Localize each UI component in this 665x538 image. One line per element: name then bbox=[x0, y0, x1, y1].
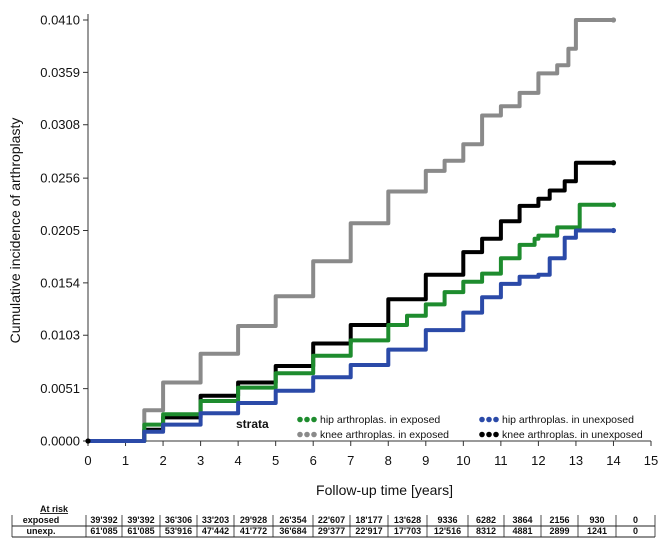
legend-swatch-dot bbox=[479, 416, 485, 423]
y-tick-label: 0.0103 bbox=[40, 328, 80, 343]
legend-swatch-dot bbox=[493, 431, 499, 438]
at-risk-cell: 36'684 bbox=[279, 526, 306, 536]
at-risk-cell: 33'203 bbox=[202, 515, 229, 525]
y-tick-label: 0.0000 bbox=[40, 434, 80, 449]
x-tick-label: 11 bbox=[494, 453, 508, 468]
at-risk-cell: 18'177 bbox=[355, 515, 382, 525]
x-tick-label: 8 bbox=[385, 453, 392, 468]
at-risk-row-label: unexp. bbox=[26, 526, 55, 536]
x-tick-label: 3 bbox=[197, 453, 204, 468]
at-risk-cell: 61'085 bbox=[90, 526, 117, 536]
at-risk-cell: 47'442 bbox=[202, 526, 229, 536]
at-risk-cell: 2899 bbox=[549, 526, 569, 536]
at-risk-cell: 4881 bbox=[512, 526, 532, 536]
x-tick-label: 6 bbox=[310, 453, 317, 468]
at-risk-cell: 26'354 bbox=[279, 515, 306, 525]
legend-swatch-dot bbox=[304, 416, 310, 423]
x-tick-label: 5 bbox=[272, 453, 279, 468]
legend-entry-label: knee arthroplas. in exposed bbox=[320, 429, 449, 441]
origin-point bbox=[85, 438, 91, 444]
x-tick-label: 13 bbox=[569, 453, 583, 468]
y-tick-label: 0.0051 bbox=[40, 381, 80, 396]
legend-swatch-dot bbox=[311, 416, 317, 423]
y-tick-label: 0.0205 bbox=[40, 223, 80, 238]
x-tick-label: 0 bbox=[84, 453, 91, 468]
legend-swatch-dot bbox=[493, 416, 499, 423]
legend-swatch-dot bbox=[479, 431, 485, 438]
y-axis-title: Cumulative incidence of arthroplasty bbox=[7, 118, 23, 344]
at-risk-cell: 3864 bbox=[512, 515, 532, 525]
legend-entry-label: hip arthroplas. in exposed bbox=[320, 414, 440, 426]
series-group bbox=[85, 17, 617, 444]
y-tick-label: 0.0359 bbox=[40, 65, 80, 80]
legend-title: strata bbox=[236, 417, 269, 431]
x-tick-label: 10 bbox=[456, 453, 470, 468]
at-risk-cell: 17'703 bbox=[394, 526, 421, 536]
legend-swatch-dot bbox=[486, 416, 492, 423]
at-risk-cell: 12'516 bbox=[434, 526, 461, 536]
legend-entry-label: knee arthroplas. in unexposed bbox=[502, 429, 643, 441]
at-risk-cell: 61'085 bbox=[127, 526, 154, 536]
x-tick-label: 14 bbox=[606, 453, 620, 468]
y-tick-label: 0.0256 bbox=[40, 171, 80, 186]
series-end-point bbox=[610, 160, 617, 166]
at-risk-cell: 930 bbox=[589, 515, 604, 525]
at-risk-cell: 22'607 bbox=[318, 515, 345, 525]
legend-swatch-dot bbox=[486, 431, 492, 438]
series-line bbox=[86, 202, 616, 443]
y-tick-label: 0.0410 bbox=[40, 13, 80, 28]
at-risk-cell: 9336 bbox=[437, 515, 457, 525]
at-risk-cell: 39'392 bbox=[90, 515, 117, 525]
legend-swatch-dot bbox=[297, 431, 303, 438]
x-tick-label: 15 bbox=[644, 453, 658, 468]
at-risk-cell: 29'928 bbox=[240, 515, 267, 525]
axes: 0.0000 0.0051 0.0103 0.0154 0.0205 0.0256 0.03… bbox=[7, 13, 658, 499]
series-line bbox=[86, 228, 616, 443]
x-tick-label: 1 bbox=[122, 453, 129, 468]
at-risk-cell: 29'377 bbox=[318, 526, 345, 536]
x-tick-label: 4 bbox=[235, 453, 242, 468]
legend-swatch-dot bbox=[304, 431, 310, 438]
legend: strata hip arthroplas. in exposed hip arth… bbox=[236, 414, 643, 441]
x-tick-label: 9 bbox=[422, 453, 429, 468]
at-risk-row-label: exposed bbox=[23, 515, 60, 525]
at-risk-cell: 13'628 bbox=[394, 515, 421, 525]
series-end-point bbox=[610, 202, 617, 208]
legend-swatch-dot bbox=[297, 416, 303, 423]
legend-entry-label: hip arthroplas. in unexposed bbox=[502, 414, 634, 426]
series-line bbox=[86, 160, 616, 443]
at-risk-cell: 0 bbox=[633, 526, 638, 536]
legend-swatch-dot bbox=[311, 431, 317, 438]
x-tick-label: 12 bbox=[531, 453, 545, 468]
at-risk-cell: 8312 bbox=[476, 526, 496, 536]
at-risk-cell: 2156 bbox=[549, 515, 569, 525]
series-line bbox=[86, 18, 616, 443]
at-risk-cell: 41'772 bbox=[240, 526, 267, 536]
at-risk-header: At risk bbox=[40, 504, 69, 514]
at-risk-cell: 53'916 bbox=[165, 526, 192, 536]
series-end-point bbox=[610, 17, 617, 23]
series-end-point bbox=[610, 227, 617, 234]
y-tick-label: 0.0154 bbox=[40, 275, 80, 290]
at-risk-cell: 36'306 bbox=[165, 515, 192, 525]
at-risk-cell: 1241 bbox=[587, 526, 607, 536]
at-risk-cell: 0 bbox=[633, 515, 638, 525]
at-risk-cell: 39'392 bbox=[127, 515, 154, 525]
y-tick-label: 0.0308 bbox=[40, 117, 80, 132]
x-tick-label: 7 bbox=[347, 453, 354, 468]
x-tick-label: 2 bbox=[159, 453, 166, 468]
x-axis-title: Follow-up time [years] bbox=[316, 482, 453, 498]
at-risk-cell: 22'917 bbox=[355, 526, 382, 536]
at-risk-cell: 6282 bbox=[476, 515, 496, 525]
